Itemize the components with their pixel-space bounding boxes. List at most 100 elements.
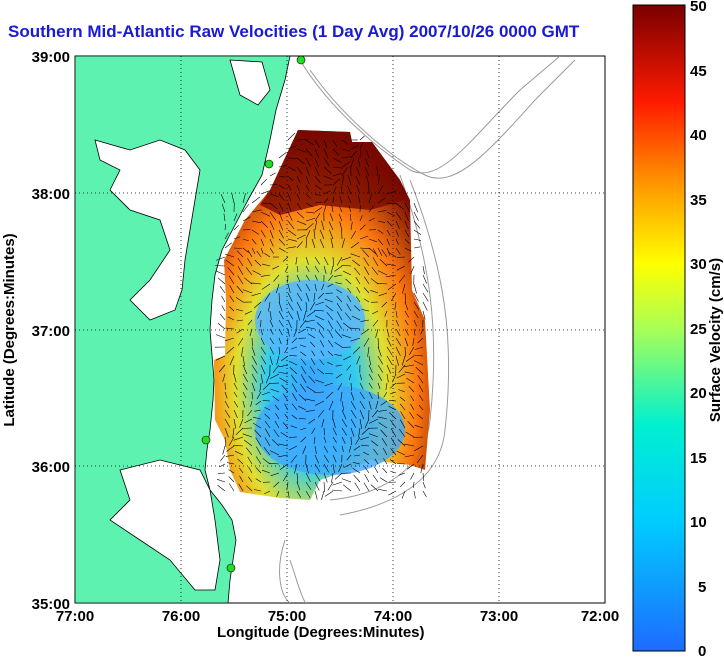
velocity-arrow	[241, 346, 244, 357]
velocity-arrow	[269, 220, 275, 231]
velocity-arrow	[330, 265, 334, 275]
velocity-arrow	[314, 315, 325, 321]
velocity-arrow	[231, 193, 235, 204]
velocity-arrow	[404, 364, 415, 367]
velocity-arrow	[383, 458, 388, 465]
velocity-arrow	[308, 418, 316, 424]
velocity-arrow	[332, 445, 337, 452]
velocity-arrow	[227, 267, 235, 276]
velocity-arrow	[395, 355, 399, 366]
velocity-arrow	[233, 418, 237, 429]
velocity-arrow	[305, 283, 311, 292]
velocity-arrow	[377, 220, 386, 223]
velocity-arrow	[260, 238, 265, 247]
velocity-arrow	[380, 429, 388, 438]
velocity-arrow	[290, 374, 298, 384]
colorbar-tick: 15	[690, 450, 707, 467]
velocity-arrow	[401, 490, 406, 499]
velocity-arrow	[352, 468, 361, 474]
velocity-arrow	[332, 427, 337, 436]
velocity-arrow	[398, 428, 406, 438]
velocity-arrow	[262, 382, 271, 390]
velocity-arrow	[246, 485, 253, 492]
velocity-arrow	[255, 478, 262, 483]
velocity-arrow	[346, 303, 352, 312]
velocity-arrow	[339, 196, 343, 204]
velocity-arrow	[300, 358, 307, 366]
velocity-arrow	[414, 424, 424, 429]
velocity-arrow	[291, 337, 298, 344]
velocity-arrow	[217, 323, 226, 330]
velocity-arrow	[215, 334, 226, 339]
velocity-arrow	[340, 391, 343, 402]
velocity-arrow	[368, 205, 375, 213]
velocity-arrow	[228, 483, 235, 492]
velocity-arrow	[377, 282, 388, 285]
velocity-arrow	[294, 463, 298, 474]
velocity-arrow	[341, 156, 352, 159]
velocity-arrow	[323, 198, 329, 204]
velocity-arrow	[314, 184, 322, 190]
velocity-arrow	[291, 403, 298, 411]
velocity-arrow	[415, 366, 424, 375]
velocity-arrow	[401, 355, 406, 366]
velocity-arrow	[413, 246, 421, 249]
velocity-arrow	[286, 337, 289, 345]
y-tick-label: 36:00	[32, 459, 70, 476]
colorbar-tick: 40	[690, 127, 707, 144]
velocity-arrow	[323, 190, 331, 195]
velocity-arrow	[422, 283, 429, 293]
velocity-arrow	[377, 247, 383, 257]
velocity-arrow	[305, 229, 311, 240]
velocity-arrow	[386, 229, 391, 236]
velocity-arrow	[335, 364, 343, 367]
velocity-arrow	[242, 391, 247, 399]
velocity-arrow	[260, 247, 264, 254]
velocity-arrow	[340, 185, 343, 195]
velocity-arrow	[359, 135, 365, 141]
velocity-low-core-south	[255, 385, 405, 475]
velocity-arrow	[287, 184, 292, 191]
velocity-arrow	[260, 178, 268, 186]
velocity-arrow	[237, 458, 244, 465]
velocity-arrow	[386, 274, 397, 278]
velocity-arrow	[305, 217, 316, 222]
velocity-arrow	[355, 175, 361, 186]
x-tick-label: 74:00	[374, 608, 412, 625]
velocity-arrow	[341, 167, 348, 177]
velocity-arrow	[232, 427, 235, 438]
velocity-arrow	[281, 384, 289, 393]
velocity-arrow	[364, 276, 370, 285]
velocity-arrow	[343, 484, 352, 492]
velocity-arrow	[352, 346, 361, 354]
velocity-arrow	[360, 319, 370, 322]
velocity-arrow	[388, 400, 397, 402]
velocity-arrow	[321, 220, 325, 231]
velocity-arrow	[314, 274, 318, 281]
velocity-arrow	[278, 371, 289, 375]
velocity-arrow	[278, 229, 284, 239]
velocity-arrow	[406, 377, 415, 384]
velocity-arrow	[404, 238, 410, 244]
velocity-arrow	[287, 310, 294, 320]
velocity-arrow	[226, 445, 235, 452]
velocity-arrow	[371, 267, 379, 276]
velocity-arrow	[253, 301, 262, 309]
velocity-arrow	[221, 295, 226, 303]
velocity-arrow	[413, 301, 420, 310]
velocity-arrow	[305, 193, 311, 199]
velocity-arrow	[335, 282, 343, 285]
velocity-arrow	[372, 248, 379, 258]
velocity-arrow	[217, 277, 226, 285]
velocity-arrow	[290, 346, 298, 350]
velocity-arrow	[366, 175, 370, 186]
velocity-arrow	[260, 337, 265, 346]
velocity-arrow	[413, 354, 424, 357]
velocity-arrow	[338, 213, 343, 222]
velocity-arrow	[321, 283, 325, 291]
velocity-arrow	[356, 185, 361, 195]
velocity-arrow	[305, 463, 309, 474]
velocity-arrow	[396, 450, 406, 456]
velocity-arrow	[398, 472, 406, 476]
velocity-arrow	[317, 292, 325, 299]
